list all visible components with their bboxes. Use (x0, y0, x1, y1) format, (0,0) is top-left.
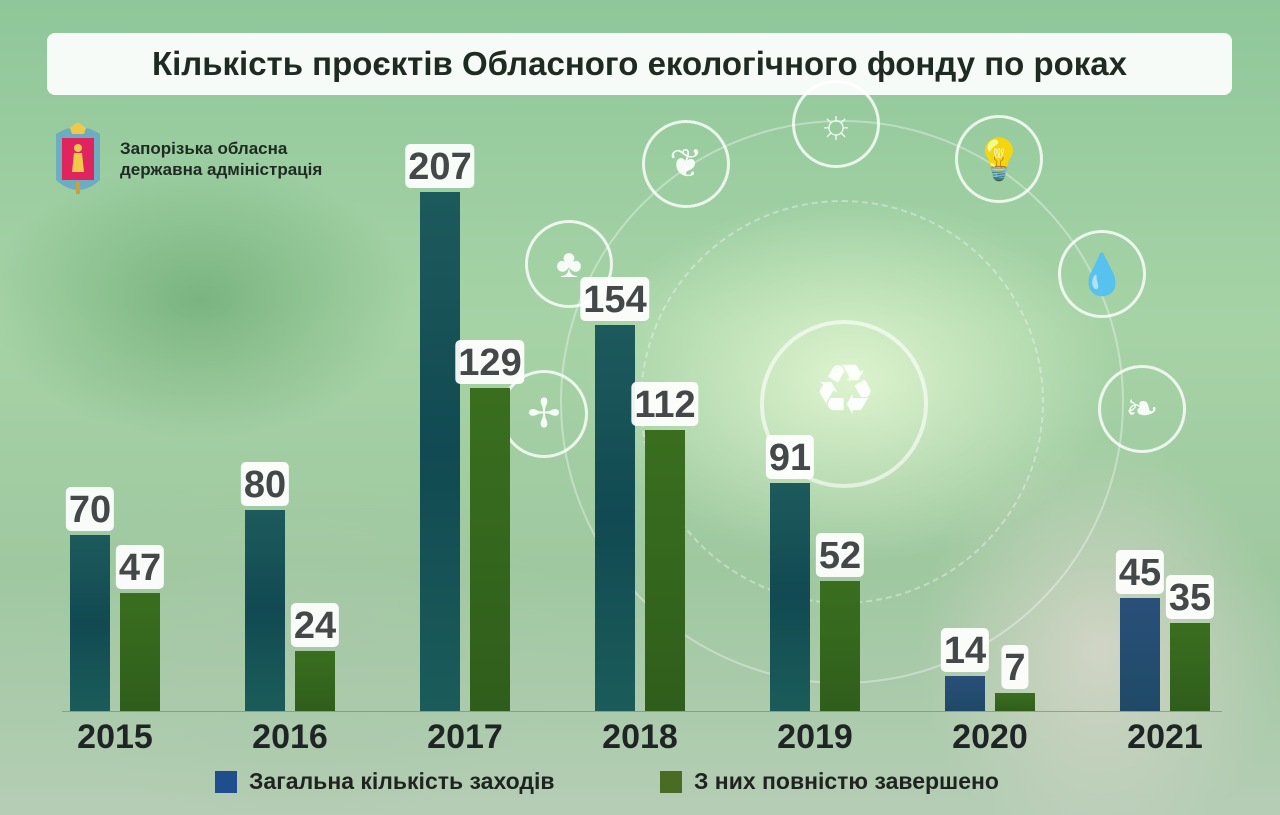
organization-header: Запорізька обласна державна адміністраці… (48, 120, 322, 198)
chart-title: Кількість проєктів Обласного екологічног… (47, 33, 1232, 95)
org-name-line1: Запорізька обласна (120, 139, 288, 158)
bar-completed (995, 693, 1035, 711)
bar-total (945, 675, 985, 711)
x-tick-label: 2020 (952, 718, 1028, 756)
legend-label-completed: З них повністю завершено (694, 768, 999, 794)
bar-total (70, 535, 110, 711)
data-label-completed: 7 (1001, 645, 1029, 690)
bar-total (1120, 598, 1160, 711)
data-label-total: 154 (580, 276, 650, 321)
recycle-icon: ♻ (813, 351, 877, 429)
legend-swatch-completed (660, 770, 682, 793)
data-label-completed: 35 (1165, 575, 1215, 620)
bar-completed (820, 580, 860, 711)
data-label-total: 70 (65, 487, 115, 532)
data-label-completed: 112 (631, 382, 699, 427)
legend-label-total: Загальна кількість заходів (249, 768, 555, 794)
org-name-line2: державна адміністрація (120, 160, 323, 179)
legend-item-completed: З них повністю завершено (660, 768, 999, 795)
data-label-completed: 52 (815, 532, 865, 577)
leaf-icon: ❦ (642, 120, 730, 208)
bar-total (770, 482, 810, 711)
data-label-total: 80 (240, 462, 290, 507)
data-label-total: 14 (940, 627, 990, 672)
bar-completed (470, 387, 510, 711)
bar-completed (1170, 623, 1210, 711)
data-label-total: 207 (405, 144, 475, 188)
x-tick-label: 2019 (777, 718, 853, 756)
data-label-completed: 129 (455, 339, 525, 384)
bar-total (595, 324, 635, 711)
x-tick-label: 2018 (602, 718, 678, 756)
bar-completed (295, 650, 335, 711)
legend-swatch-total (215, 770, 237, 793)
bar-completed (120, 593, 160, 711)
tree-icon: ♣ (525, 220, 613, 308)
x-tick-label: 2015 (77, 718, 153, 756)
plant-icon: ❧ (1098, 365, 1186, 453)
data-label-completed: 24 (290, 602, 340, 647)
x-tick-label: 2016 (252, 718, 328, 756)
bar-completed (645, 430, 685, 711)
x-tick-label: 2017 (427, 718, 503, 756)
water-drop-icon: 💧 (1058, 230, 1146, 318)
bar-total (245, 510, 285, 711)
data-label-total: 91 (765, 434, 815, 479)
legend-item-total: Загальна кількість заходів (215, 768, 555, 795)
data-label-completed: 47 (115, 545, 165, 590)
chart-baseline (62, 711, 1222, 712)
bar-total (420, 192, 460, 711)
data-label-total: 45 (1115, 550, 1165, 595)
x-tick-label: 2021 (1127, 718, 1203, 756)
lightbulb-icon: 💡 (955, 115, 1043, 203)
coat-of-arms-icon (56, 122, 100, 194)
